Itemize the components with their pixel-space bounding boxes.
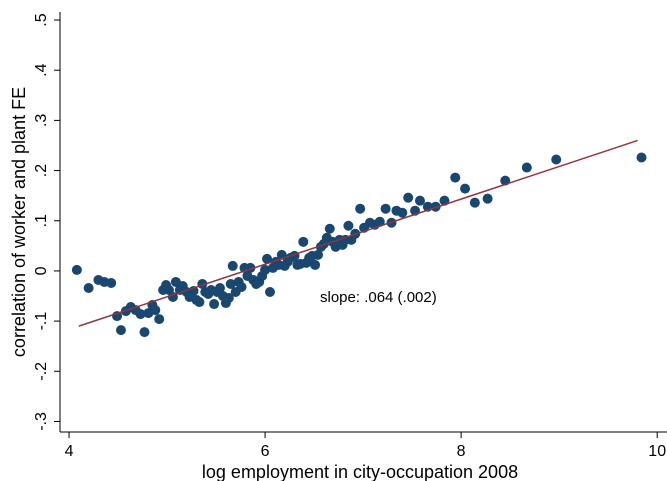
- point: [71, 264, 82, 275]
- point: [150, 305, 161, 316]
- point: [374, 216, 385, 227]
- point: [135, 309, 146, 320]
- point: [450, 172, 461, 183]
- y-tick-label: .2: [33, 164, 50, 177]
- x-tick-label: 8: [457, 443, 466, 460]
- point: [139, 327, 150, 338]
- x-tick-label: 4: [65, 443, 74, 460]
- point: [225, 278, 236, 289]
- point: [482, 193, 493, 204]
- annotation: slope: .064 (.002): [320, 289, 437, 306]
- y-tick-label: -.3: [33, 412, 50, 431]
- point: [551, 154, 562, 165]
- point: [83, 282, 94, 293]
- point: [227, 260, 238, 271]
- point: [313, 249, 324, 260]
- y-tick-label: 0: [33, 266, 50, 275]
- point: [194, 297, 205, 308]
- point: [262, 253, 273, 264]
- point: [260, 264, 271, 275]
- point: [430, 201, 441, 212]
- y-tick-label: .3: [33, 114, 50, 127]
- point: [380, 203, 391, 214]
- point: [214, 282, 225, 293]
- point: [355, 203, 366, 214]
- point: [115, 325, 126, 336]
- point: [223, 293, 234, 304]
- x-tick-label: 6: [261, 443, 270, 460]
- point: [324, 223, 335, 234]
- point: [636, 152, 647, 163]
- point: [469, 197, 480, 208]
- point: [521, 162, 532, 173]
- y-tick-label: -.2: [33, 362, 50, 381]
- y-tick-label: .5: [33, 13, 50, 26]
- y-tick-label: -.1: [33, 312, 50, 331]
- point: [460, 183, 471, 194]
- x-axis-title: log employment in city-occupation 2008: [202, 462, 518, 481]
- point: [414, 195, 425, 206]
- point: [298, 236, 309, 247]
- point: [236, 281, 247, 292]
- y-tick-label: .1: [33, 214, 50, 227]
- point: [310, 259, 321, 270]
- x-tick-label: 10: [648, 443, 666, 460]
- point: [397, 207, 408, 218]
- point: [209, 299, 220, 310]
- y-tick-label: .4: [33, 63, 50, 76]
- point: [343, 220, 354, 231]
- fit-line: [78, 139, 638, 327]
- point: [403, 192, 414, 203]
- y-axis-title: correlation of worker and plant FE: [9, 87, 29, 357]
- point: [154, 314, 165, 325]
- point: [264, 287, 275, 297]
- point: [106, 277, 117, 288]
